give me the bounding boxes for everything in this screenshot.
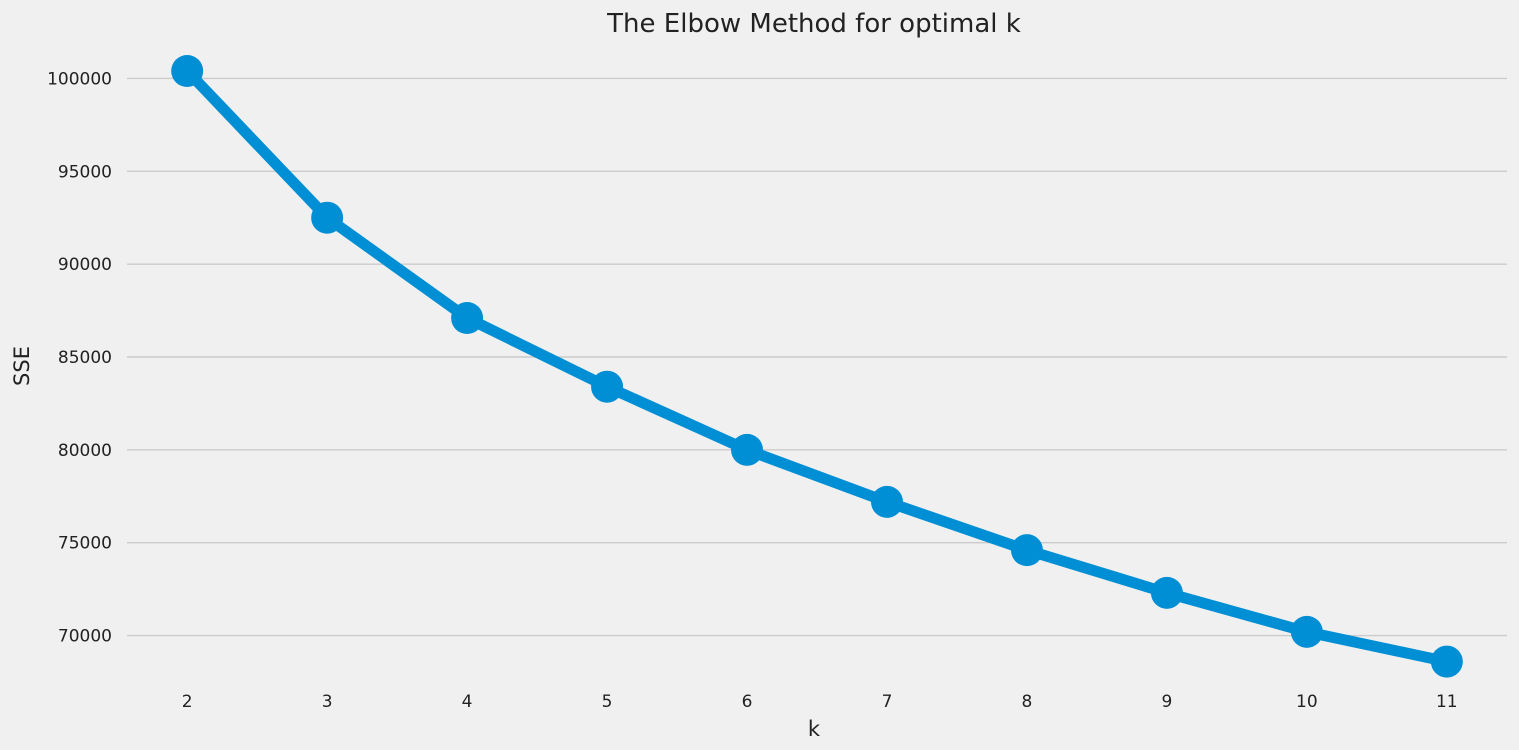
data-point bbox=[591, 370, 624, 403]
y-tick-label: 85000 bbox=[58, 348, 112, 368]
data-point bbox=[731, 433, 764, 466]
y-tick-label: 75000 bbox=[58, 534, 112, 554]
data-point bbox=[1430, 645, 1463, 678]
x-tick-label: 8 bbox=[1022, 692, 1033, 712]
series-line bbox=[181, 65, 1453, 668]
data-point bbox=[1010, 534, 1043, 567]
x-axis-label: k bbox=[808, 717, 821, 741]
series-group bbox=[171, 55, 1463, 678]
x-tick-labels: 2 3 4 5 6 7 8 9 10 11 bbox=[182, 692, 1458, 712]
data-point bbox=[1290, 615, 1323, 648]
data-point bbox=[311, 201, 344, 234]
x-tick-label: 9 bbox=[1161, 692, 1172, 712]
x-tick-label: 11 bbox=[1436, 692, 1458, 712]
y-tick-label: 70000 bbox=[58, 627, 112, 647]
x-tick-label: 5 bbox=[602, 692, 613, 712]
x-tick-label: 4 bbox=[462, 692, 473, 712]
x-tick-label: 6 bbox=[742, 692, 753, 712]
y-tick-label: 100000 bbox=[47, 69, 112, 89]
data-point bbox=[1150, 576, 1183, 609]
y-axis-label: SSE bbox=[10, 346, 34, 386]
x-tick-label: 10 bbox=[1296, 692, 1318, 712]
x-tick-label: 7 bbox=[882, 692, 893, 712]
y-tick-label: 95000 bbox=[58, 162, 112, 182]
x-tick-label: 2 bbox=[182, 692, 193, 712]
chart-title: The Elbow Method for optimal k bbox=[606, 9, 1021, 39]
data-point bbox=[171, 55, 204, 87]
y-tick-label: 80000 bbox=[58, 441, 112, 461]
data-point bbox=[870, 485, 903, 518]
x-tick-label: 3 bbox=[322, 692, 333, 712]
y-tick-labels: 70000 75000 80000 85000 90000 95000 100000 bbox=[47, 69, 112, 646]
data-point bbox=[451, 302, 484, 334]
y-tick-label: 90000 bbox=[58, 255, 112, 275]
grid-lines bbox=[127, 77, 1507, 637]
